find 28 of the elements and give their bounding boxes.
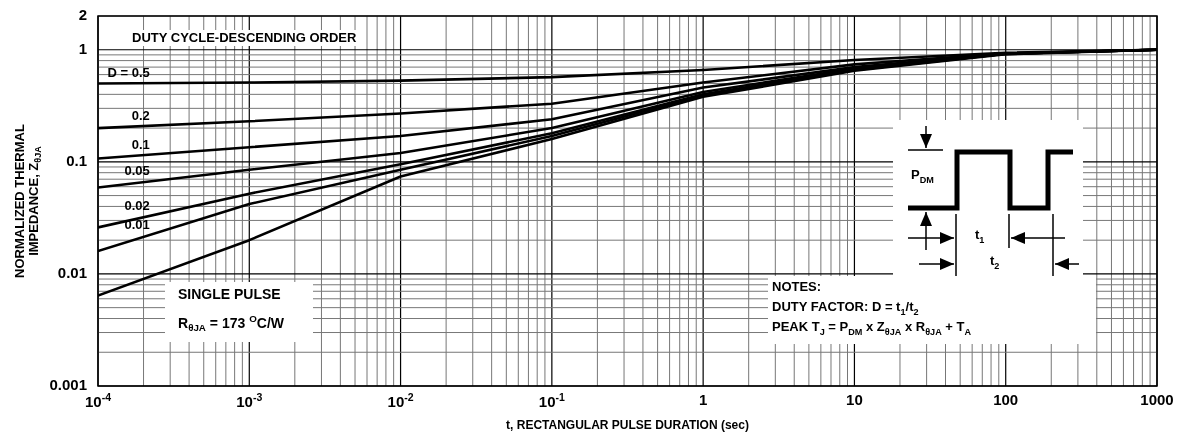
- annotation: t$_{1}$: [975, 227, 985, 245]
- x-tick-label: 10$^{-3}$: [236, 391, 263, 411]
- x-tick-label: 1000: [1140, 391, 1174, 409]
- annotation: DUTY FACTOR: D = t$_{1}$/t$_{2}$: [772, 299, 919, 317]
- text: PEAK T$_{J}$ = P$_{DM}$ x Z$_{θJA}$ x R$_{θJA}$ + T$_{A}$: [772, 319, 972, 337]
- annotation: R$_{θJA}$ = 173 $^{O}$C/W: [178, 313, 284, 335]
- y-tick-label: 0.1: [66, 151, 87, 169]
- annotation: DUTY CYCLE-DESCENDING ORDER: [128, 30, 361, 47]
- series-label: D = 0.5: [107, 64, 150, 81]
- series-label: 0.2: [131, 107, 150, 123]
- x-axis-title: t, RECTANGULAR PULSE DURATION (sec): [506, 418, 749, 433]
- annotation: t$_{2}$: [990, 253, 1000, 271]
- y-tick-label: 2: [78, 6, 87, 24]
- y-tick-label: 0.01: [57, 264, 87, 282]
- series-label: 0.02: [124, 197, 150, 213]
- x-tick-label: 100: [993, 391, 1019, 409]
- y-tick-label: 1: [78, 39, 87, 57]
- y-tick-label: 0.001: [49, 376, 87, 394]
- annotation: P$_{DM}$: [911, 167, 934, 185]
- x-tick-label: 10$^{-2}$: [387, 391, 414, 411]
- x-tick-label: 1: [698, 391, 708, 409]
- x-tick-label: 10: [846, 391, 863, 409]
- x-tick-label: 10$^{-1}$: [538, 391, 565, 411]
- series-label: 0.05: [124, 163, 150, 179]
- annotation: NOTES:: [772, 279, 822, 295]
- x-tick-label: 10$^{-4}$: [84, 391, 112, 411]
- series-label: 0.1: [131, 136, 150, 152]
- series-label: SINGLE PULSE: [178, 286, 281, 303]
